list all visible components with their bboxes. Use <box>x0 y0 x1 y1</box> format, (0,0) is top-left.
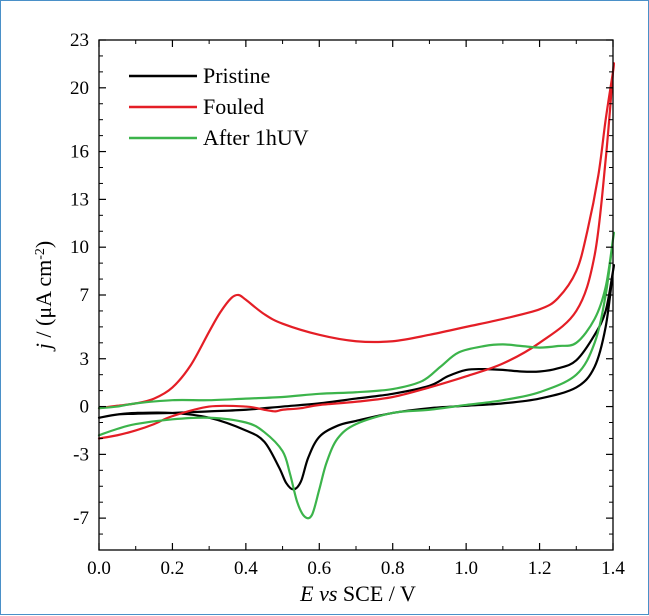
x-tick-label: 1.0 <box>454 558 478 579</box>
y-tick-label: 10 <box>70 237 89 258</box>
series-lines <box>97 62 616 520</box>
x-tick-label: 0.8 <box>381 558 405 579</box>
series-line-1 <box>97 62 616 440</box>
y-tick-label: -3 <box>73 444 89 465</box>
y-axis-title: j / (μA cm-2) <box>31 241 56 352</box>
x-tick-label: 1.2 <box>528 558 552 579</box>
y-tick-label: 20 <box>70 78 89 99</box>
plot-frame <box>98 39 614 551</box>
legend-label: After 1hUV <box>203 125 309 150</box>
x-tick-label: 0.4 <box>234 558 258 579</box>
y-tick-label: 0 <box>80 397 90 418</box>
legend-label: Fouled <box>203 94 264 119</box>
y-tick-label: -7 <box>73 508 89 529</box>
y-tick-label: 7 <box>80 285 90 306</box>
x-tick-label: 0.6 <box>307 558 331 579</box>
y-tick-label: 3 <box>80 349 90 370</box>
x-tick-label: 0.0 <box>87 558 111 579</box>
y-tick-label: 13 <box>70 189 89 210</box>
axes: 0.0 0.2 0.4 0.6 0.8 1.0 1.2 1.4 -7 -3 0 3 7 10 13 16 20 2… <box>70 30 625 579</box>
series-line-0 <box>97 264 616 491</box>
x-tick-label: 0.2 <box>161 558 185 579</box>
legend: Pristine Fouled After 1hUV <box>129 63 309 150</box>
y-tick-label: 23 <box>70 30 89 51</box>
y-tick-label: 16 <box>70 142 89 163</box>
x-tick-label: 1.4 <box>601 558 625 579</box>
series-line-2 <box>97 231 616 520</box>
x-axis-title: E vs SCE / V <box>299 581 416 606</box>
legend-label: Pristine <box>203 63 270 88</box>
